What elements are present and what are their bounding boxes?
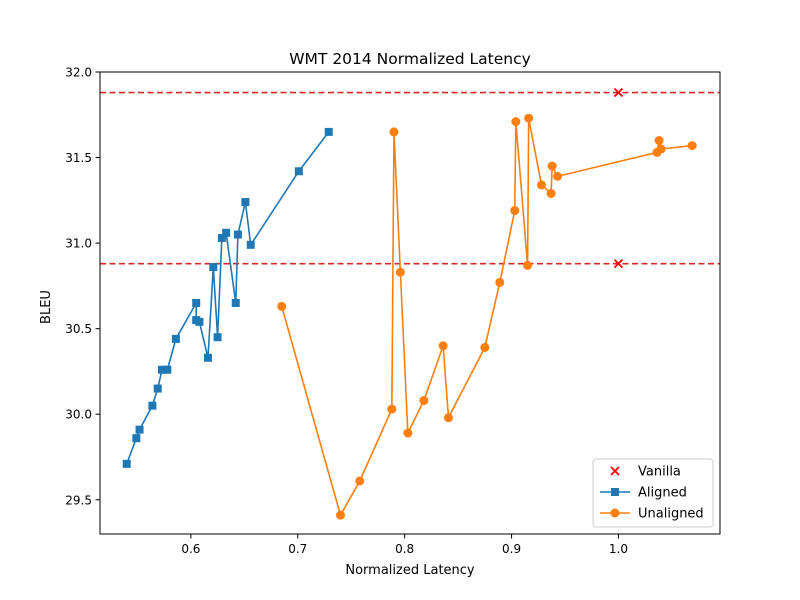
legend-box (592, 458, 714, 528)
series-line-unaligned (280, 117, 693, 516)
chart-title: WMT 2014 Normalized Latency (289, 50, 531, 68)
data-point-aligned-4 (153, 384, 162, 393)
data-point-unaligned-4 (389, 127, 399, 137)
data-point-unaligned-11 (495, 277, 505, 287)
series-line-aligned (125, 131, 330, 465)
y-axis-label: BLEU (39, 290, 54, 324)
data-point-aligned-0 (122, 459, 131, 468)
data-point-vanilla-0-stroke-b (613, 87, 624, 98)
series-vanilla (613, 87, 624, 269)
x-tick-label-2: 0.8 (395, 542, 414, 556)
plot-area (100, 87, 720, 520)
data-point-unaligned-10 (480, 342, 490, 352)
series-aligned (122, 127, 333, 468)
x-tick-label-1: 0.7 (288, 542, 307, 556)
data-point-aligned-20 (294, 167, 303, 176)
data-point-unaligned-2 (355, 476, 365, 486)
data-point-aligned-13 (213, 333, 222, 342)
legend: Vanilla Aligned Unaligned (592, 458, 714, 528)
data-point-aligned-18 (241, 198, 250, 207)
data-point-aligned-12 (209, 263, 218, 272)
data-point-aligned-8 (192, 299, 201, 307)
data-point-unaligned-5 (395, 267, 405, 277)
data-point-aligned-19 (246, 240, 255, 249)
data-point-aligned-1 (132, 434, 141, 443)
x-axis-label: Normalized Latency (345, 563, 475, 578)
axes-frame (99, 71, 721, 535)
data-point-unaligned-16 (536, 180, 546, 190)
legend-marker-vanilla-stroke-b (610, 466, 620, 476)
data-point-vanilla-1-stroke-b (613, 259, 624, 269)
axes: 0.6 0.7 0.8 0.9 1.0 29.5 30.0 30.5 31.0 31.5 32.0 (65, 66, 721, 556)
data-point-unaligned-0 (277, 301, 287, 311)
data-point-unaligned-6 (403, 428, 413, 438)
data-point-unaligned-14 (523, 260, 533, 270)
data-point-unaligned-7 (419, 396, 429, 406)
data-point-vanilla-0 (613, 87, 624, 98)
data-point-unaligned-17 (546, 188, 556, 198)
data-point-aligned-14 (217, 233, 226, 242)
data-point-aligned-17 (233, 230, 242, 239)
data-point-unaligned-8 (438, 341, 448, 351)
y-tick-label-0: 29.5 (65, 493, 92, 507)
x-tick-label-3: 0.9 (502, 542, 521, 556)
data-point-unaligned-19 (553, 171, 563, 181)
series-unaligned (277, 113, 697, 520)
data-point-aligned-3 (148, 401, 157, 410)
data-point-unaligned-13 (511, 117, 521, 127)
y-tick-label-4: 31.5 (65, 151, 92, 165)
data-point-unaligned-22 (656, 144, 666, 154)
legend-label-unaligned: Unaligned (638, 507, 704, 522)
data-point-unaligned-23 (687, 141, 697, 151)
data-point-aligned-7 (171, 334, 180, 343)
y-tick-label-3: 31.0 (65, 237, 92, 251)
legend-label-vanilla: Vanilla (638, 465, 681, 480)
data-point-aligned-15 (222, 228, 231, 237)
legend-marker-aligned (611, 488, 619, 496)
data-point-unaligned-18 (547, 161, 557, 171)
x-tick-label-0: 0.6 (181, 542, 200, 556)
x-tick-label-4: 1.0 (609, 542, 628, 556)
data-point-aligned-16 (231, 299, 240, 307)
data-point-aligned-10 (195, 317, 204, 326)
data-point-unaligned-3 (387, 404, 397, 414)
y-tick-label-5: 32.0 (65, 66, 92, 80)
y-tick-label-1: 30.0 (65, 408, 92, 422)
legend-label-aligned: Aligned (638, 486, 687, 501)
data-point-unaligned-21 (654, 135, 664, 145)
data-point-unaligned-12 (510, 206, 520, 216)
y-tick-label-2: 30.5 (65, 322, 92, 336)
data-point-aligned-5 (158, 365, 166, 374)
data-point-unaligned-15 (524, 113, 534, 123)
data-point-aligned-11 (203, 353, 212, 362)
legend-marker-vanilla (610, 466, 620, 476)
data-point-unaligned-9 (443, 413, 453, 423)
data-point-aligned-2 (135, 425, 144, 434)
data-point-vanilla-1 (613, 259, 624, 269)
data-point-aligned-6 (163, 365, 172, 374)
data-point-unaligned-1 (336, 510, 346, 520)
data-point-aligned-21 (324, 127, 333, 136)
legend-marker-unaligned (610, 508, 620, 518)
